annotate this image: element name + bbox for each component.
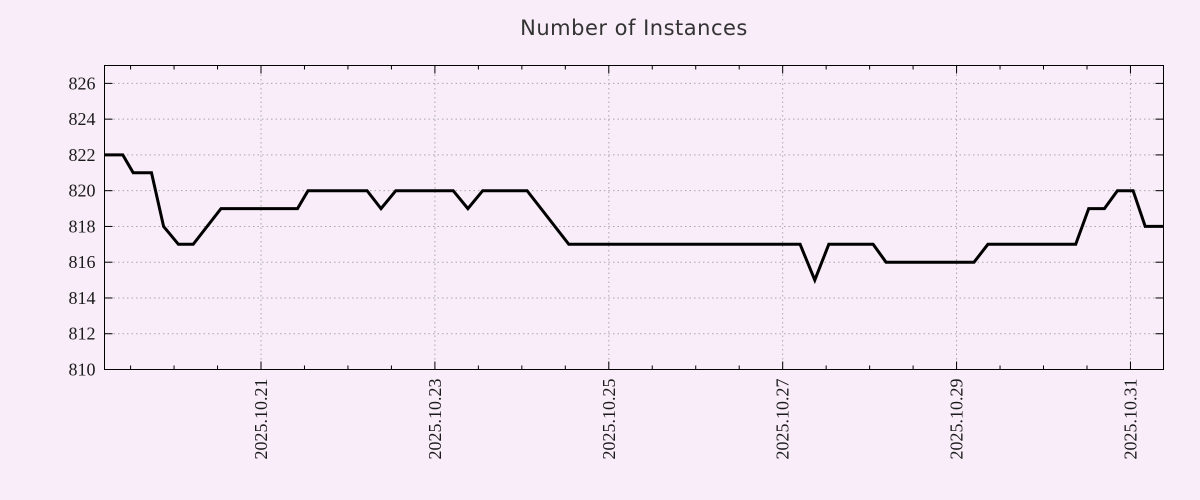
y-tick-label: 812 <box>69 324 96 344</box>
plot-border <box>104 65 1164 370</box>
y-tick-label: 822 <box>69 145 96 165</box>
x-tick-label: 2025.10.25 <box>599 379 619 460</box>
y-tick-label: 826 <box>69 73 96 93</box>
y-tick-label: 810 <box>69 359 96 379</box>
y-tick-label: 824 <box>69 109 96 129</box>
y-tick-label: 820 <box>69 181 96 201</box>
x-tick-label: 2025.10.29 <box>947 379 967 460</box>
chart-title: Number of Instances <box>520 16 748 40</box>
y-tick-label: 814 <box>69 288 96 308</box>
series-line <box>104 153 1164 285</box>
x-tick-label: 2025.10.31 <box>1120 379 1140 460</box>
x-tick-label: 2025.10.27 <box>773 379 793 460</box>
x-tick-label: 2025.10.21 <box>251 379 271 460</box>
y-tick-label: 818 <box>69 216 96 236</box>
x-tick-label: 2025.10.23 <box>425 378 445 459</box>
y-tick-label: 816 <box>69 252 96 272</box>
